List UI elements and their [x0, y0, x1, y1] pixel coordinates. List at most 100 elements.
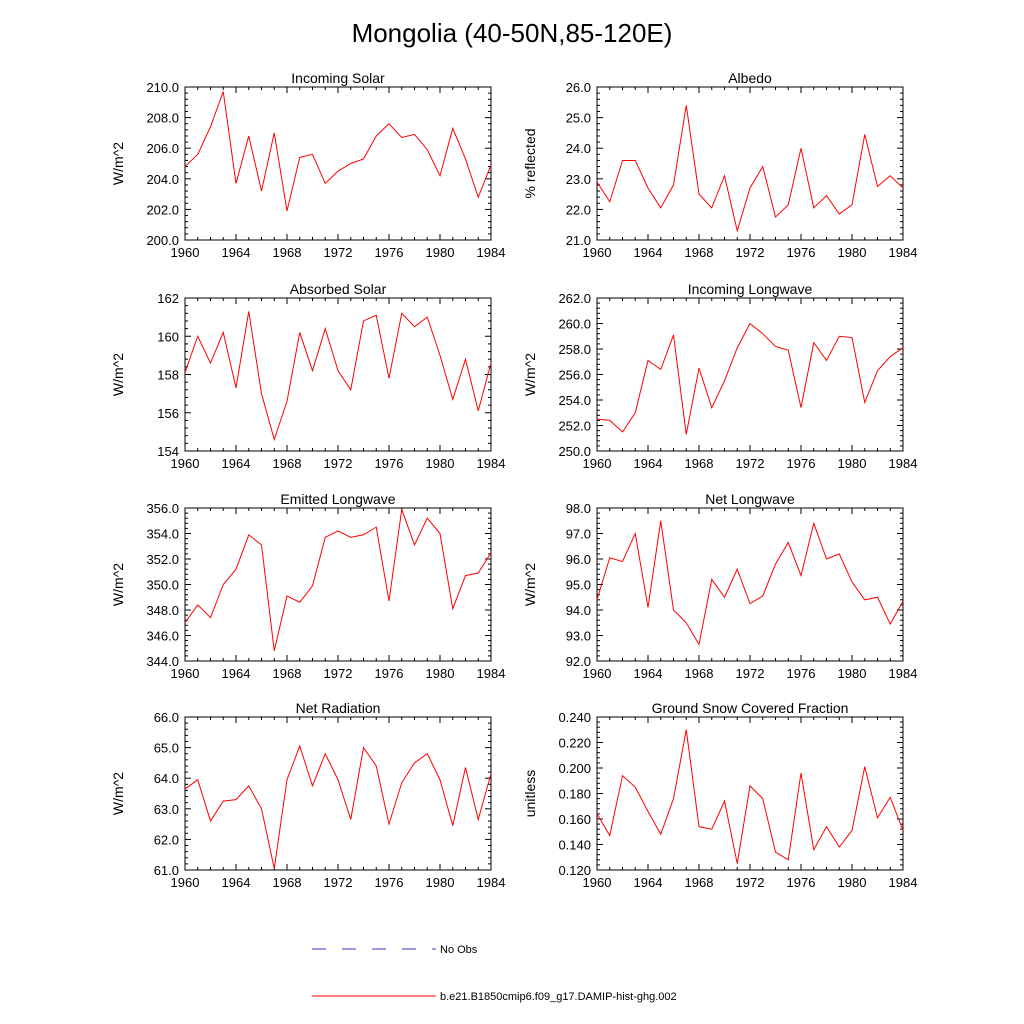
y-tick-label: 352.0 — [146, 552, 179, 567]
y-axis-label: W/m^2 — [110, 353, 126, 396]
x-tick-label: 1968 — [685, 245, 714, 260]
y-tick-label: 23.0 — [566, 172, 591, 187]
x-tick-label: 1968 — [273, 245, 302, 260]
x-tick-label: 1968 — [685, 456, 714, 471]
y-tick-label: 162 — [157, 291, 179, 306]
y-tick-label: 158 — [157, 368, 179, 383]
x-tick-label: 1980 — [838, 875, 867, 890]
y-axis-label: W/m^2 — [110, 772, 126, 815]
x-tick-label: 1980 — [426, 245, 455, 260]
panel-title: Emitted Longwave — [280, 491, 395, 507]
x-tick-label: 1964 — [222, 456, 251, 471]
y-axis-label: unitless — [522, 770, 538, 817]
y-tick-label: 252.0 — [558, 419, 591, 434]
x-tick-label: 1984 — [889, 875, 918, 890]
x-tick-label: 1960 — [583, 456, 612, 471]
y-tick-label: 210.0 — [146, 80, 179, 95]
x-tick-label: 1980 — [426, 666, 455, 681]
x-tick-label: 1968 — [273, 875, 302, 890]
x-tick-label: 1968 — [685, 666, 714, 681]
x-tick-label: 1964 — [222, 245, 251, 260]
y-tick-label: 258.0 — [558, 342, 591, 357]
x-tick-label: 1964 — [222, 875, 251, 890]
panel-title: Net Longwave — [705, 491, 795, 507]
x-tick-label: 1972 — [736, 666, 765, 681]
panel-title: Net Radiation — [296, 700, 381, 716]
x-tick-label: 1960 — [583, 875, 612, 890]
x-tick-label: 1976 — [787, 875, 816, 890]
x-tick-label: 1968 — [273, 456, 302, 471]
y-tick-label: 64.0 — [154, 771, 179, 786]
x-tick-label: 1980 — [838, 456, 867, 471]
x-tick-label: 1980 — [838, 666, 867, 681]
panel-incoming-solar: Incoming Solar W/m^2 1960 1964 1968 1972 1976 1… — [110, 70, 505, 260]
y-tick-label: 200.0 — [146, 233, 179, 248]
y-tick-label: 262.0 — [558, 291, 591, 306]
y-axis-label: W/m^2 — [522, 353, 538, 396]
y-tick-label: 344.0 — [146, 654, 179, 669]
series-line — [184, 91, 492, 212]
y-tick-label: 92.0 — [566, 654, 591, 669]
x-tick-label: 1980 — [426, 456, 455, 471]
x-tick-label: 1968 — [273, 666, 302, 681]
x-tick-label: 1976 — [787, 666, 816, 681]
y-tick-label: 0.220 — [558, 736, 591, 751]
y-tick-label: 22.0 — [566, 202, 591, 217]
y-tick-label: 204.0 — [146, 172, 179, 187]
y-tick-label: 63.0 — [154, 802, 179, 817]
x-tick-label: 1960 — [171, 875, 200, 890]
y-tick-label: 98.0 — [566, 501, 591, 516]
panels: Incoming Solar W/m^2 1960 1964 1968 1972 1976 1… — [110, 70, 917, 890]
y-tick-label: 356.0 — [146, 501, 179, 516]
y-axis-label: W/m^2 — [522, 563, 538, 606]
plot-frame — [184, 716, 492, 871]
y-tick-label: 0.240 — [558, 710, 591, 725]
x-tick-label: 1976 — [375, 456, 404, 471]
x-tick-label: 1976 — [375, 875, 404, 890]
figure-title: Mongolia (40-50N,85-120E) — [352, 18, 673, 48]
y-tick-label: 66.0 — [154, 710, 179, 725]
x-tick-label: 1972 — [324, 245, 353, 260]
y-tick-label: 97.0 — [566, 527, 591, 542]
y-tick-label: 65.0 — [154, 741, 179, 756]
series-line — [184, 311, 492, 442]
y-axis-label: % reflected — [522, 128, 538, 198]
y-tick-label: 0.200 — [558, 761, 591, 776]
x-tick-label: 1964 — [634, 666, 663, 681]
y-tick-label: 0.160 — [558, 812, 591, 827]
x-tick-label: 1964 — [634, 875, 663, 890]
plot-frame — [596, 86, 904, 241]
y-tick-label: 206.0 — [146, 141, 179, 156]
y-tick-label: 156 — [157, 406, 179, 421]
series-line — [596, 520, 904, 646]
x-tick-label: 1972 — [736, 456, 765, 471]
x-tick-label: 1976 — [375, 666, 404, 681]
x-tick-label: 1972 — [324, 666, 353, 681]
x-tick-label: 1960 — [583, 666, 612, 681]
x-tick-label: 1972 — [736, 875, 765, 890]
x-tick-label: 1984 — [477, 875, 506, 890]
x-tick-label: 1972 — [324, 456, 353, 471]
x-tick-label: 1980 — [838, 245, 867, 260]
series-line — [596, 322, 904, 435]
series-line — [596, 105, 904, 233]
panel-title: Ground Snow Covered Fraction — [652, 700, 849, 716]
panel-absorbed-solar: Absorbed Solar W/m^2 1960 1964 1968 1972 1976 1… — [110, 281, 505, 471]
y-tick-label: 0.120 — [558, 863, 591, 878]
panel-albedo: Albedo % reflected 1960 1964 1968 1972 1976 198… — [522, 70, 917, 260]
x-tick-label: 1972 — [736, 245, 765, 260]
y-tick-label: 254.0 — [558, 393, 591, 408]
x-tick-label: 1984 — [889, 666, 918, 681]
panel-title: Albedo — [728, 70, 772, 86]
x-tick-label: 1972 — [324, 875, 353, 890]
y-tick-label: 26.0 — [566, 80, 591, 95]
series-line — [596, 729, 904, 864]
x-tick-label: 1964 — [222, 666, 251, 681]
x-tick-label: 1968 — [685, 875, 714, 890]
x-tick-label: 1984 — [477, 456, 506, 471]
y-tick-label: 62.0 — [154, 832, 179, 847]
plot-frame — [596, 297, 904, 452]
x-tick-label: 1960 — [171, 456, 200, 471]
panel-incoming-longwave: Incoming Longwave W/m^2 1960 1964 1968 1972 19… — [522, 281, 917, 471]
